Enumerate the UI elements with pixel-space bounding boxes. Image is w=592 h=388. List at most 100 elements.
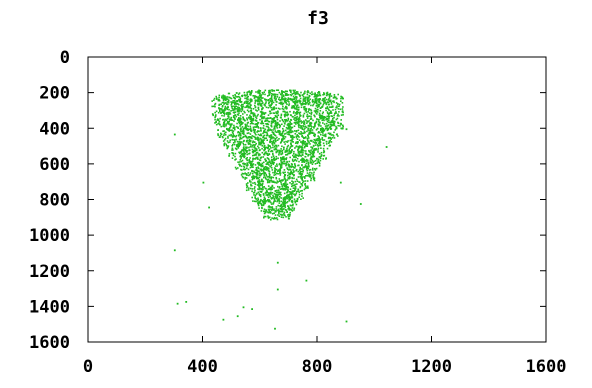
scatter-point [243,144,245,146]
scatter-point [312,144,315,147]
scatter-point [249,99,251,102]
scatter-point [281,140,283,142]
scatter-point [286,111,289,113]
scatter-point [313,155,316,158]
scatter-point [280,141,282,143]
scatter-point [303,146,306,149]
scatter-point [267,144,270,146]
scatter-point [334,121,336,123]
scatter-point [312,167,314,170]
scatter-point [257,202,259,205]
scatter-point [286,186,289,188]
scatter-point [322,129,324,131]
scatter-point [249,187,252,190]
scatter-point [331,106,334,108]
scatter-point [262,127,265,130]
scatter-point [290,183,293,185]
scatter-point [260,141,263,144]
scatter-point [262,200,264,203]
scatter-point [334,108,337,111]
scatter-point [239,165,241,167]
scatter-point [269,128,272,131]
scatter-point [255,133,257,136]
scatter-point [271,207,274,210]
scatter-point [317,103,319,106]
scatter-point [228,120,230,123]
scatter-point [267,123,270,126]
scatter-point [261,117,263,120]
scatter-point [294,133,297,135]
scatter-point [251,141,254,144]
scatter-point [279,172,281,174]
scatter-point [280,216,283,218]
scatter-point [223,125,226,128]
scatter-point [237,131,240,134]
scatter-point [254,147,256,150]
scatter-point [333,124,336,127]
scatter-point [262,201,264,204]
scatter-point [289,139,292,142]
scatter-point [282,91,285,93]
scatter-point [245,105,248,107]
scatter-point [321,138,323,141]
scatter-point [238,106,241,109]
scatter-point [268,172,271,175]
scatter-point [267,196,270,199]
scatter-point [284,101,286,103]
scatter-point [342,125,344,128]
scatter-point [304,100,307,103]
scatter-point [319,159,322,162]
scatter-point [321,119,323,122]
scatter-point [219,108,222,110]
scatter-point [302,103,304,106]
scatter-point [257,158,259,160]
scatter-point [242,128,245,130]
scatter-point [299,146,302,148]
scatter-point [274,171,276,173]
scatter-point [276,182,278,184]
scatter-point [268,158,270,161]
scatter-point [305,150,307,152]
scatter-point [304,180,307,182]
scatter-point [215,110,218,113]
scatter-point [340,114,343,116]
scatter-point [273,137,275,139]
scatter-point [271,185,274,188]
scatter-point [238,103,240,106]
scatter-point [329,92,332,95]
scatter-point [249,133,252,135]
scatter-point [309,101,311,104]
scatter-point [277,114,280,117]
scatter-point [253,175,255,178]
scatter-point [334,112,336,115]
scatter-point-outlier [345,128,348,131]
scatter-point [276,127,279,129]
scatter-point [257,163,260,165]
scatter-point [300,133,302,135]
scatter-point [238,135,240,137]
scatter-point [261,91,264,94]
scatter-point [246,165,248,167]
scatter-point-outlier [276,261,279,264]
scatter-point [297,176,300,178]
scatter-point [293,187,296,189]
scatter-point [325,92,328,94]
scatter-point [251,163,253,166]
scatter-point [276,149,279,152]
scatter-point [277,144,280,147]
scatter-point [302,142,305,144]
scatter-point [244,143,247,146]
scatter-point [311,163,314,165]
scatter-point [242,140,245,142]
scatter-point [238,138,241,141]
scatter-point [286,200,289,203]
scatter-point [289,97,292,100]
scatter-point [293,125,296,127]
scatter-point [260,95,262,97]
scatter-point [307,127,309,130]
scatter-point [244,163,247,165]
scatter-point [287,131,290,134]
scatter-point [325,118,328,121]
scatter-point [338,111,340,113]
scatter-point [327,127,330,130]
